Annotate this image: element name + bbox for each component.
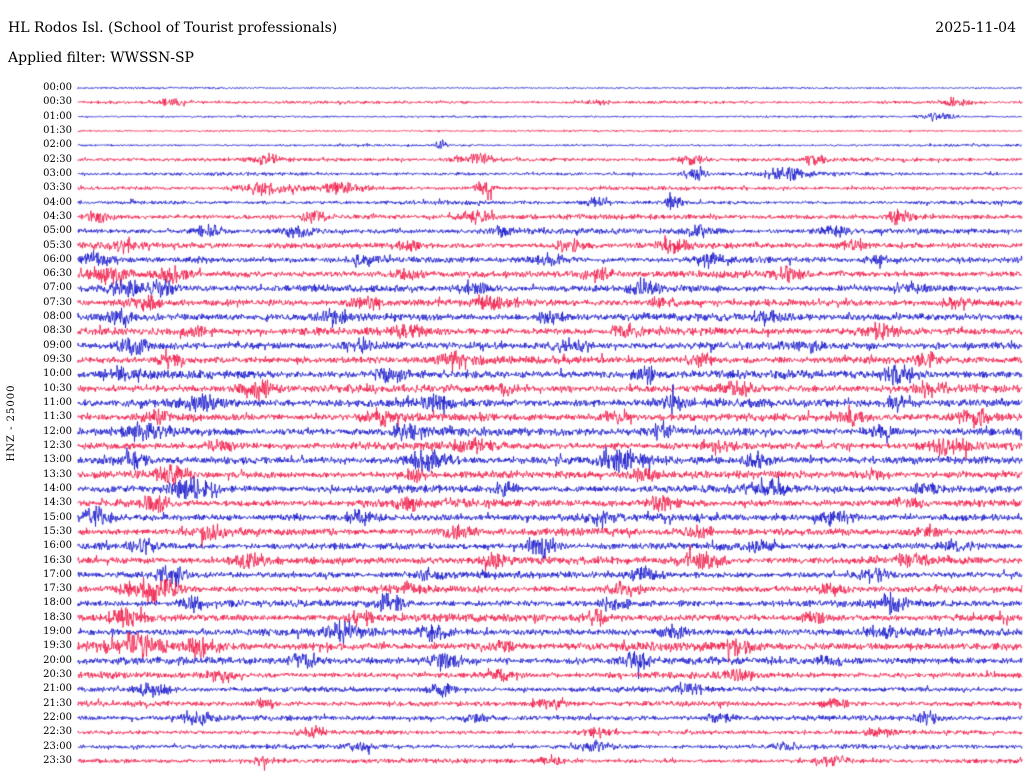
time-label: 05:30 [43,239,72,251]
time-label: 17:00 [43,568,72,580]
time-label: 22:00 [43,712,72,724]
time-label: 17:30 [43,583,72,595]
time-label: 14:30 [43,497,72,509]
time-label: 07:00 [43,282,72,294]
time-label: 02:30 [43,153,72,165]
time-label: 12:30 [43,439,72,451]
time-label: 21:30 [43,697,72,709]
time-label: 19:00 [43,626,72,638]
time-label: 19:30 [43,640,72,652]
time-label: 14:00 [43,482,72,494]
time-label: 20:30 [43,669,72,681]
time-label: 12:00 [43,425,72,437]
time-label: 09:30 [43,354,72,366]
time-label: 15:30 [43,525,72,537]
time-label: 10:30 [43,382,72,394]
time-label: 04:00 [43,196,72,208]
station-title: HL Rodos Isl. (School of Tourist profess… [8,20,338,36]
time-label: 16:30 [43,554,72,566]
time-label: 22:30 [43,726,72,738]
time-label: 04:30 [43,210,72,222]
time-label: 20:00 [43,654,72,666]
time-label: 00:30 [43,96,72,108]
time-label: 01:00 [43,110,72,122]
time-label: 03:00 [43,167,72,179]
time-label: 13:00 [43,454,72,466]
time-label: 08:00 [43,311,72,323]
time-label: 09:00 [43,339,72,351]
time-label: 02:00 [43,139,72,151]
time-label: 03:30 [43,182,72,194]
time-label: 21:00 [43,683,72,695]
time-label: 15:00 [43,511,72,523]
time-label: 16:00 [43,540,72,552]
time-label: 18:30 [43,611,72,623]
time-label: 05:00 [43,225,72,237]
applied-filter-label: Applied filter: WWSSN-SP [8,50,194,66]
time-label: 01:30 [43,124,72,136]
time-label: 07:30 [43,296,72,308]
time-label: 06:30 [43,268,72,280]
time-label: 23:30 [43,755,72,766]
time-label: 11:00 [43,397,72,409]
record-date: 2025-11-04 [935,20,1016,36]
time-label: 18:00 [43,597,72,609]
time-label: 00:00 [43,82,72,93]
time-label: 11:30 [43,411,72,423]
time-label: 06:00 [43,253,72,265]
time-label: 10:00 [43,368,72,380]
time-label: 08:30 [43,325,72,337]
time-label: 23:00 [43,740,72,752]
time-label: 13:30 [43,468,72,480]
